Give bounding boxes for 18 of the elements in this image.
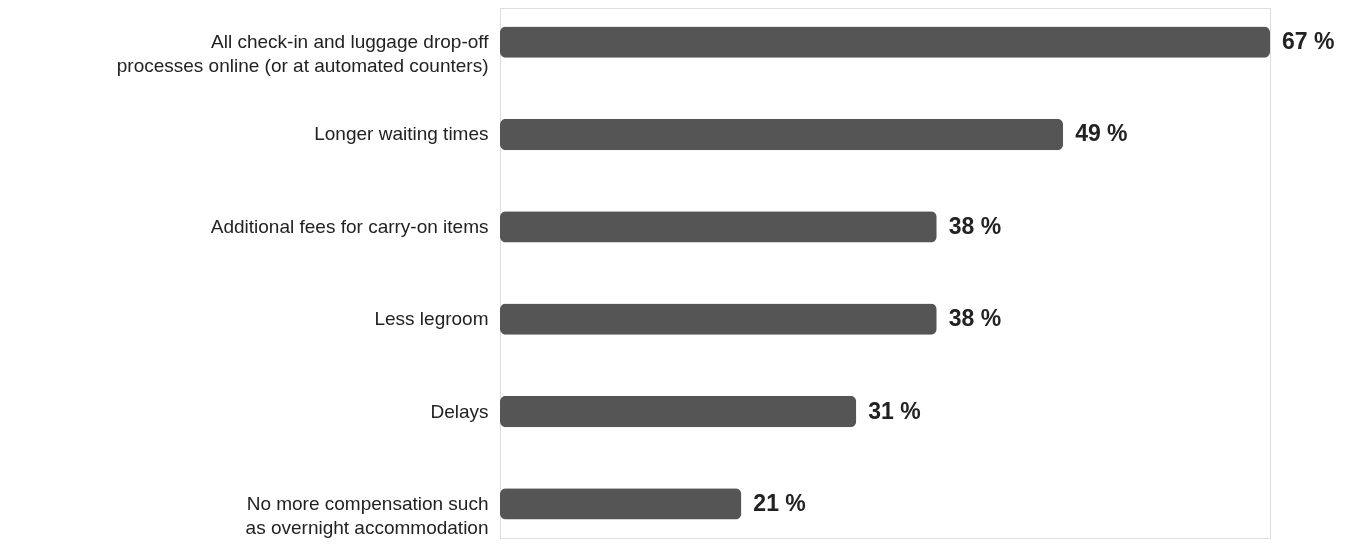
y-tick-label: No more compensation such as overnight accommodation: [245, 492, 489, 538]
bar: [500, 303, 937, 335]
bar: [500, 211, 937, 243]
y-tick-label: Less legroom: [374, 308, 489, 330]
data-label: 38 %: [948, 305, 1002, 332]
y-tick-label: Longer waiting times: [314, 123, 489, 145]
y-tick-label: All check-in and luggage drop-off processes online (or at automated counters): [116, 31, 490, 77]
data-label: 49 %: [1075, 120, 1128, 147]
data-label: 38 %: [948, 212, 1002, 239]
data-label: 21 %: [753, 489, 806, 516]
data-label: 31 %: [868, 397, 921, 424]
bar: [500, 395, 857, 428]
bar: [500, 488, 742, 520]
y-tick-label: Delays: [430, 400, 489, 422]
bar: [500, 26, 1270, 58]
bar: [500, 118, 1064, 151]
data-label: 67 %: [1282, 28, 1335, 55]
y-tick-label: Additional fees for carry-on items: [210, 215, 489, 237]
